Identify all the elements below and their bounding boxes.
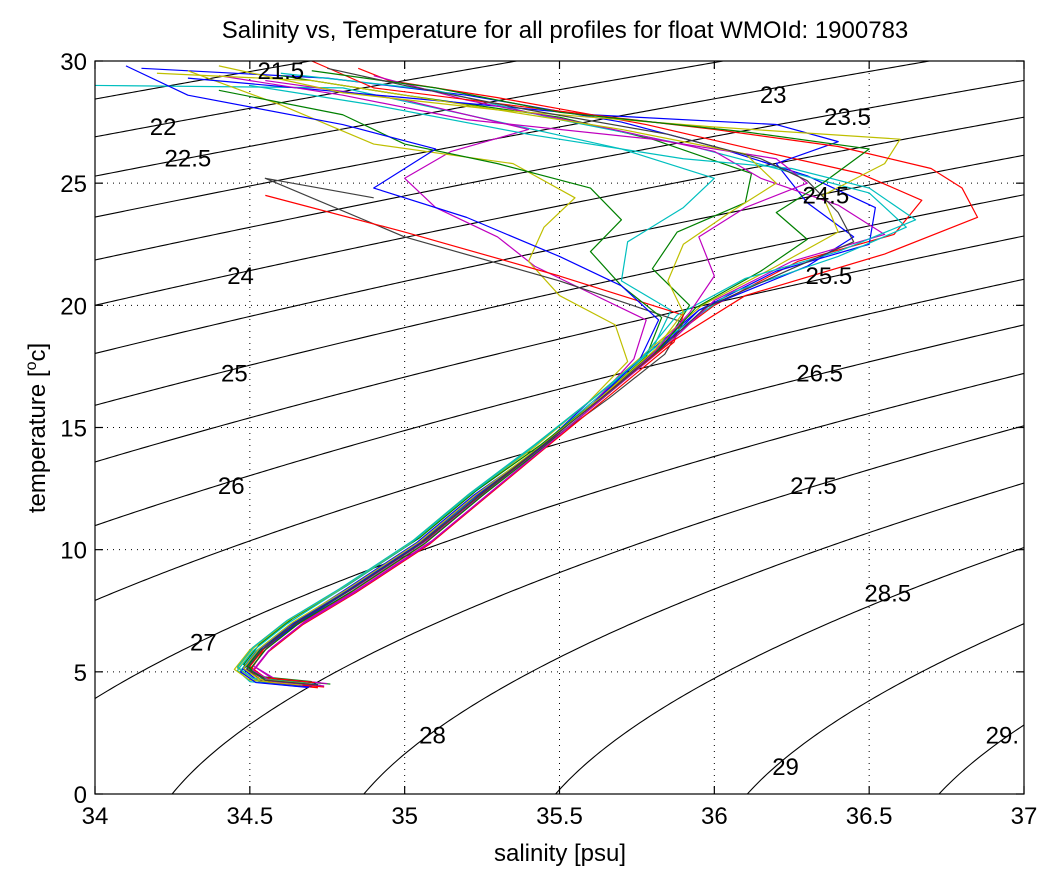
contour-label: 29. <box>986 722 1019 749</box>
grid <box>95 61 1024 794</box>
profile-series <box>94 60 979 689</box>
x-tick-label: 34.5 <box>226 803 273 830</box>
density-contour-line <box>746 623 1025 795</box>
contour-label: 25.5 <box>806 263 853 290</box>
density-contour-line <box>94 194 1025 406</box>
y-tick-label: 0 <box>74 782 87 809</box>
contour-label: 25 <box>221 361 248 388</box>
x-tick-label: 35.5 <box>536 803 583 830</box>
density-contour-line <box>94 235 1025 463</box>
contour-label: 28 <box>419 722 446 749</box>
contour-label: 27 <box>190 630 217 657</box>
density-contour-line <box>94 60 724 177</box>
profile-line <box>187 77 855 686</box>
y-tick-label: 20 <box>60 293 87 320</box>
contour-label: 28.5 <box>864 581 911 608</box>
density-contour-line <box>94 154 1025 355</box>
contour-label: 22 <box>150 114 177 141</box>
axis-ticks <box>94 60 1025 795</box>
profile-line <box>187 70 629 685</box>
y-axis-label-superscript: o <box>23 361 40 370</box>
y-tick-label: 30 <box>60 49 87 76</box>
contour-label: 29 <box>772 754 799 781</box>
y-tick-label: 15 <box>60 416 87 443</box>
profile-line <box>236 84 917 684</box>
contour-label: 21.5 <box>257 58 304 85</box>
contour-label: 27.5 <box>790 473 837 500</box>
contour-label: 22.5 <box>165 146 212 173</box>
density-contour-line <box>94 60 930 218</box>
x-axis-label: salinity [psu] <box>494 840 626 867</box>
contour-label: 24 <box>227 263 254 290</box>
y-tick-label: 10 <box>60 538 87 565</box>
y-axis-label: temperature [oc] <box>23 343 51 513</box>
contour-label: 26 <box>218 473 245 500</box>
x-tick-label: 36.5 <box>846 803 893 830</box>
y-axis-label-end: c] <box>24 343 51 362</box>
y-axis-label-main: temperature [ <box>24 370 51 513</box>
plot-area: 21.5 22 22.5 23 23.5 24 24.5 25 25.5 26 26.5 27 27.5… <box>94 58 1025 795</box>
profile-line <box>218 75 808 687</box>
contour-label: 26.5 <box>796 361 843 388</box>
y-tick-label: 25 <box>60 171 87 198</box>
x-tick-label: 37 <box>1011 803 1038 830</box>
x-tick-labels: 34 34.5 35 35.5 36 36.5 37 <box>82 803 1038 830</box>
x-tick-label: 35 <box>391 803 418 830</box>
density-contour-line <box>94 278 1025 527</box>
profile-line <box>246 67 855 686</box>
y-tick-labels: 0 5 10 15 20 25 30 <box>60 49 87 809</box>
density-contour-line <box>555 547 1025 795</box>
profile-line <box>125 65 660 689</box>
contour-label: 24.5 <box>802 182 849 209</box>
contour-labels: 21.5 22 22.5 23 23.5 24 24.5 25 25.5 26 26.5 27 27.5… <box>150 58 1019 781</box>
contour-label: 23.5 <box>824 104 871 131</box>
density-contour-line <box>938 724 1025 795</box>
density-contour-line <box>94 116 1025 306</box>
y-tick-label: 5 <box>74 660 87 687</box>
profile-line <box>156 72 777 685</box>
density-contour-line <box>94 79 1025 261</box>
density-contour-line <box>363 482 1025 795</box>
density-contour-line <box>94 324 1025 601</box>
profile-line <box>249 70 870 687</box>
density-contour-line <box>94 60 517 138</box>
density-contours <box>94 60 1025 795</box>
density-contour-line <box>94 372 1025 699</box>
x-tick-label: 36 <box>701 803 728 830</box>
x-tick-label: 34 <box>82 803 109 830</box>
contour-label: 23 <box>760 82 787 109</box>
chart-title: Salinity vs, Temperature for all profile… <box>222 17 909 44</box>
